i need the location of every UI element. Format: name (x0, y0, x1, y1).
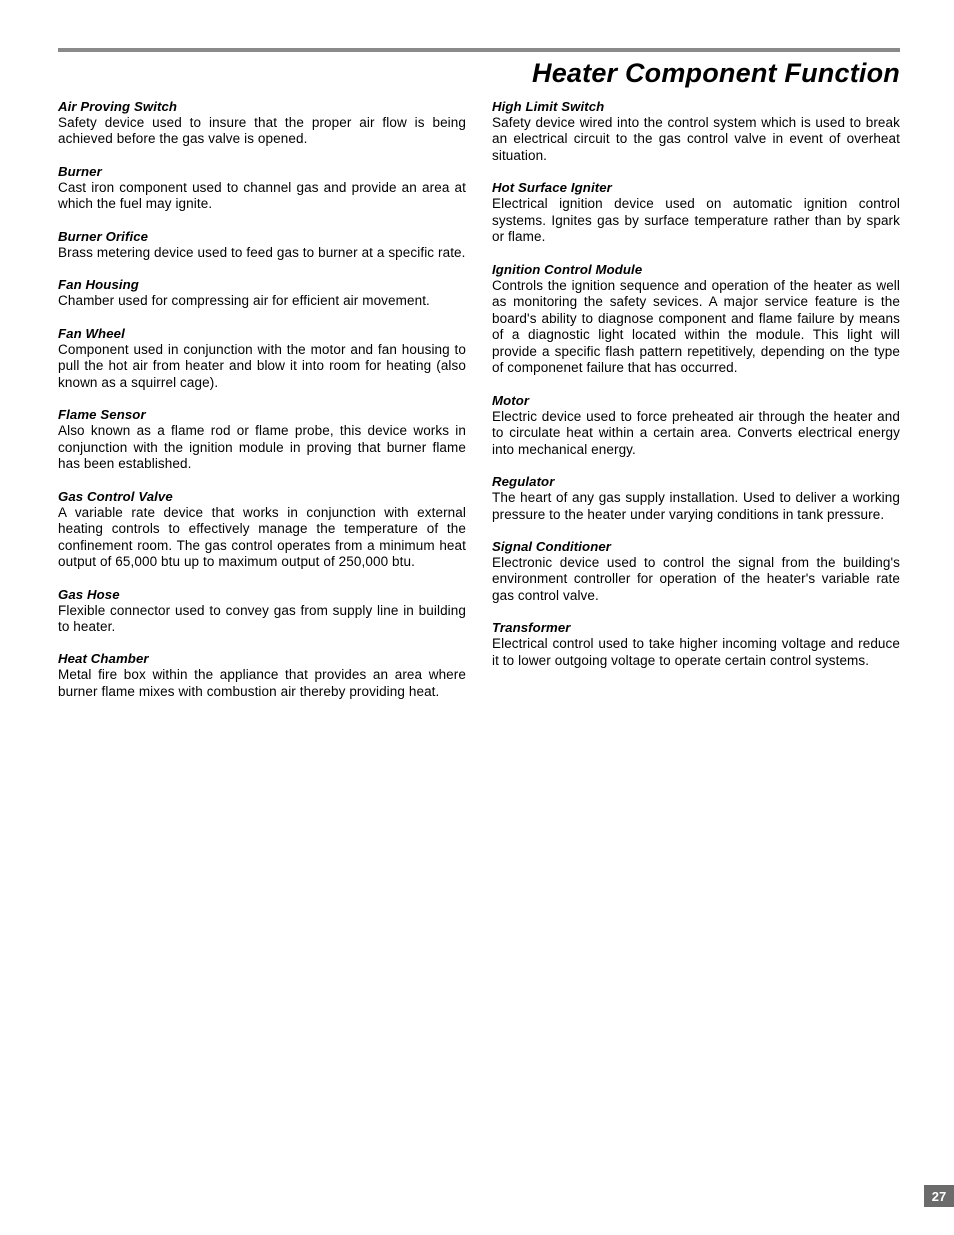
glossary-definition: Cast iron component used to channel gas … (58, 180, 466, 213)
glossary-term: Gas Control Valve (58, 489, 466, 504)
glossary-entry: Fan HousingChamber used for compressing … (58, 277, 466, 309)
page-title: Heater Component Function (58, 58, 900, 89)
glossary-entry: Air Proving SwitchSafety device used to … (58, 99, 466, 148)
glossary-entry: High Limit SwitchSafety device wired int… (492, 99, 900, 164)
glossary-entry: Flame SensorAlso known as a flame rod or… (58, 407, 466, 472)
glossary-entry: RegulatorThe heart of any gas supply ins… (492, 474, 900, 523)
glossary-definition: Electrical control used to take higher i… (492, 636, 900, 669)
left-column: Air Proving SwitchSafety device used to … (58, 99, 466, 716)
page-number: 27 (932, 1189, 946, 1204)
glossary-definition: Safety device used to insure that the pr… (58, 115, 466, 148)
glossary-definition: Electric device used to force preheated … (492, 409, 900, 458)
glossary-definition: The heart of any gas supply installation… (492, 490, 900, 523)
glossary-entry: MotorElectric device used to force prehe… (492, 393, 900, 458)
glossary-term: Ignition Control Module (492, 262, 900, 277)
top-rule (58, 48, 900, 52)
glossary-term: High Limit Switch (492, 99, 900, 114)
glossary-term: Fan Housing (58, 277, 466, 292)
glossary-definition: Also known as a flame rod or flame probe… (58, 423, 466, 472)
glossary-term: Heat Chamber (58, 651, 466, 666)
glossary-definition: Chamber used for compressing air for eff… (58, 293, 466, 309)
right-column: High Limit SwitchSafety device wired int… (492, 99, 900, 716)
glossary-entry: Ignition Control ModuleControls the igni… (492, 262, 900, 377)
glossary-definition: Electronic device used to control the si… (492, 555, 900, 604)
glossary-definition: Safety device wired into the control sys… (492, 115, 900, 164)
glossary-term: Regulator (492, 474, 900, 489)
glossary-term: Signal Conditioner (492, 539, 900, 554)
glossary-entry: Gas Control ValveA variable rate device … (58, 489, 466, 571)
page-number-badge: 27 (924, 1185, 954, 1207)
glossary-definition: Component used in conjunction with the m… (58, 342, 466, 391)
glossary-entry: BurnerCast iron component used to channe… (58, 164, 466, 213)
glossary-entry: Hot Surface IgniterElectrical ignition d… (492, 180, 900, 245)
glossary-term: Flame Sensor (58, 407, 466, 422)
glossary-entry: TransformerElectrical control used to ta… (492, 620, 900, 669)
glossary-term: Motor (492, 393, 900, 408)
glossary-definition: Flexible connector used to convey gas fr… (58, 603, 466, 636)
glossary-definition: A variable rate device that works in con… (58, 505, 466, 571)
glossary-term: Burner (58, 164, 466, 179)
glossary-definition: Controls the ignition sequence and opera… (492, 278, 900, 377)
glossary-entry: Gas HoseFlexible connector used to conve… (58, 587, 466, 636)
glossary-definition: Metal fire box within the appliance that… (58, 667, 466, 700)
glossary-entry: Fan WheelComponent used in conjunction w… (58, 326, 466, 391)
glossary-term: Hot Surface Igniter (492, 180, 900, 195)
glossary-term: Gas Hose (58, 587, 466, 602)
glossary-term: Transformer (492, 620, 900, 635)
content-columns: Air Proving SwitchSafety device used to … (58, 99, 900, 716)
glossary-definition: Brass metering device used to feed gas t… (58, 245, 466, 261)
page: Heater Component Function Air Proving Sw… (0, 0, 954, 1235)
glossary-term: Burner Orifice (58, 229, 466, 244)
glossary-term: Air Proving Switch (58, 99, 466, 114)
glossary-entry: Heat ChamberMetal fire box within the ap… (58, 651, 466, 700)
glossary-definition: Electrical ignition device used on autom… (492, 196, 900, 245)
glossary-term: Fan Wheel (58, 326, 466, 341)
glossary-entry: Burner OrificeBrass metering device used… (58, 229, 466, 261)
glossary-entry: Signal ConditionerElectronic device used… (492, 539, 900, 604)
